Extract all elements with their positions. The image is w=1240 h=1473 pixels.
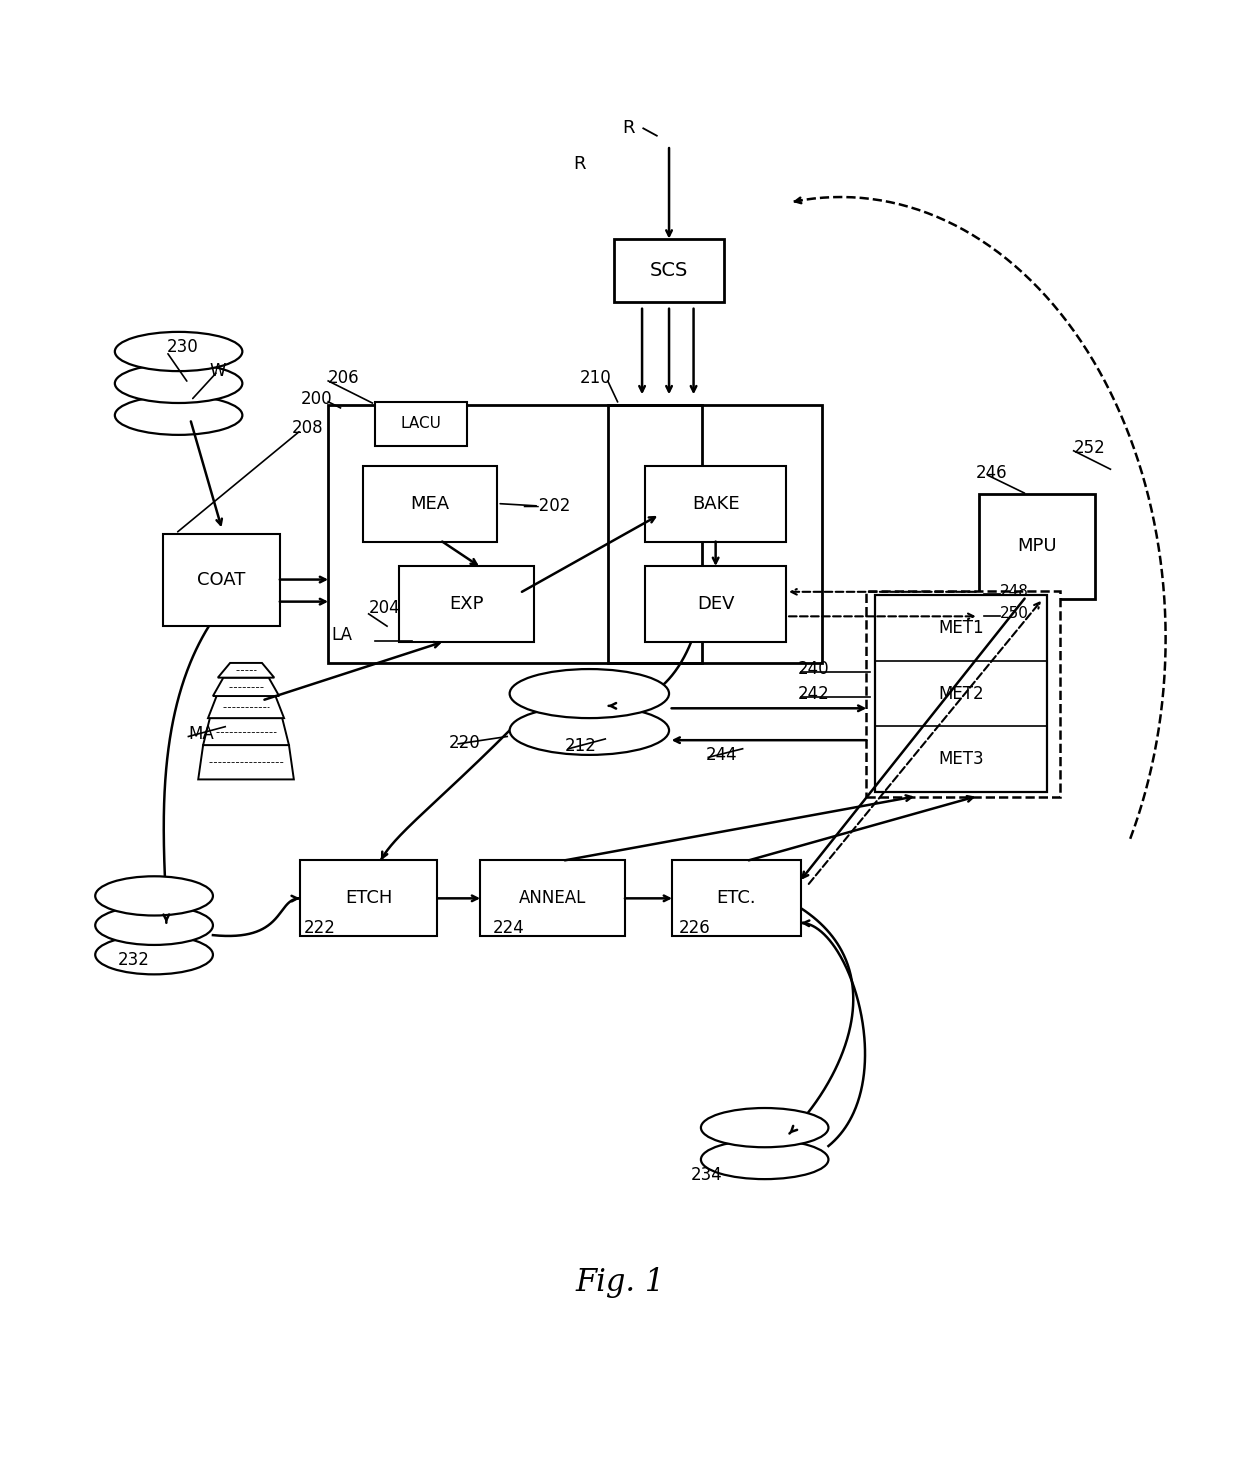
Text: Fig. 1: Fig. 1: [575, 1267, 665, 1298]
FancyBboxPatch shape: [645, 566, 786, 642]
Text: BAKE: BAKE: [692, 495, 739, 513]
Text: ETCH: ETCH: [345, 890, 392, 907]
Text: MET2: MET2: [937, 685, 983, 703]
FancyBboxPatch shape: [614, 239, 724, 302]
Text: MEA: MEA: [410, 495, 450, 513]
Ellipse shape: [115, 364, 242, 404]
Text: LACU: LACU: [401, 417, 441, 432]
Text: ANNEAL: ANNEAL: [518, 890, 587, 907]
Ellipse shape: [115, 331, 242, 371]
Text: DEV: DEV: [697, 595, 734, 613]
Ellipse shape: [95, 876, 213, 916]
Text: MET3: MET3: [937, 750, 983, 767]
Text: 230: 230: [166, 337, 198, 355]
Ellipse shape: [510, 706, 670, 754]
FancyBboxPatch shape: [300, 860, 438, 937]
Text: LA: LA: [332, 626, 353, 644]
FancyBboxPatch shape: [645, 465, 786, 542]
Text: 234: 234: [691, 1167, 723, 1184]
Text: W: W: [210, 362, 226, 380]
Text: 204: 204: [368, 598, 401, 617]
Text: MPU: MPU: [1017, 538, 1056, 555]
Text: 242: 242: [797, 685, 830, 703]
FancyBboxPatch shape: [164, 533, 280, 626]
Polygon shape: [198, 745, 294, 779]
Ellipse shape: [95, 906, 213, 946]
Text: —202: —202: [522, 496, 570, 516]
Text: 250: 250: [1001, 607, 1029, 622]
Ellipse shape: [115, 396, 242, 435]
Ellipse shape: [510, 669, 670, 719]
Polygon shape: [203, 719, 289, 745]
Text: COAT: COAT: [197, 570, 246, 589]
Ellipse shape: [701, 1140, 828, 1178]
Text: R: R: [622, 119, 635, 137]
FancyBboxPatch shape: [867, 591, 1060, 797]
Text: MA: MA: [188, 725, 215, 742]
Text: 248: 248: [1001, 585, 1029, 600]
FancyBboxPatch shape: [376, 402, 467, 446]
Text: 246: 246: [976, 464, 1007, 482]
FancyBboxPatch shape: [978, 495, 1095, 598]
Polygon shape: [208, 697, 284, 719]
FancyBboxPatch shape: [480, 860, 625, 937]
Text: R: R: [573, 155, 587, 172]
Text: 232: 232: [118, 950, 149, 969]
FancyBboxPatch shape: [362, 465, 497, 542]
Text: 252: 252: [1074, 439, 1105, 457]
Polygon shape: [213, 678, 279, 697]
FancyBboxPatch shape: [875, 595, 1047, 791]
Text: 208: 208: [291, 418, 324, 436]
Polygon shape: [218, 663, 274, 678]
Text: 224: 224: [492, 919, 525, 937]
FancyBboxPatch shape: [399, 566, 534, 642]
FancyBboxPatch shape: [672, 860, 801, 937]
Text: SCS: SCS: [650, 261, 688, 280]
Text: 210: 210: [579, 370, 611, 387]
Text: EXP: EXP: [449, 595, 484, 613]
Text: 206: 206: [329, 370, 360, 387]
Text: 212: 212: [565, 738, 596, 756]
Ellipse shape: [95, 935, 213, 974]
Text: ETC.: ETC.: [717, 890, 756, 907]
Text: 220: 220: [449, 734, 480, 751]
Text: 240: 240: [797, 660, 830, 678]
Text: 200: 200: [301, 390, 332, 408]
Ellipse shape: [701, 1108, 828, 1147]
Text: MET1: MET1: [937, 619, 983, 638]
Text: 226: 226: [678, 919, 711, 937]
Text: 222: 222: [304, 919, 336, 937]
Text: 244: 244: [706, 745, 738, 764]
